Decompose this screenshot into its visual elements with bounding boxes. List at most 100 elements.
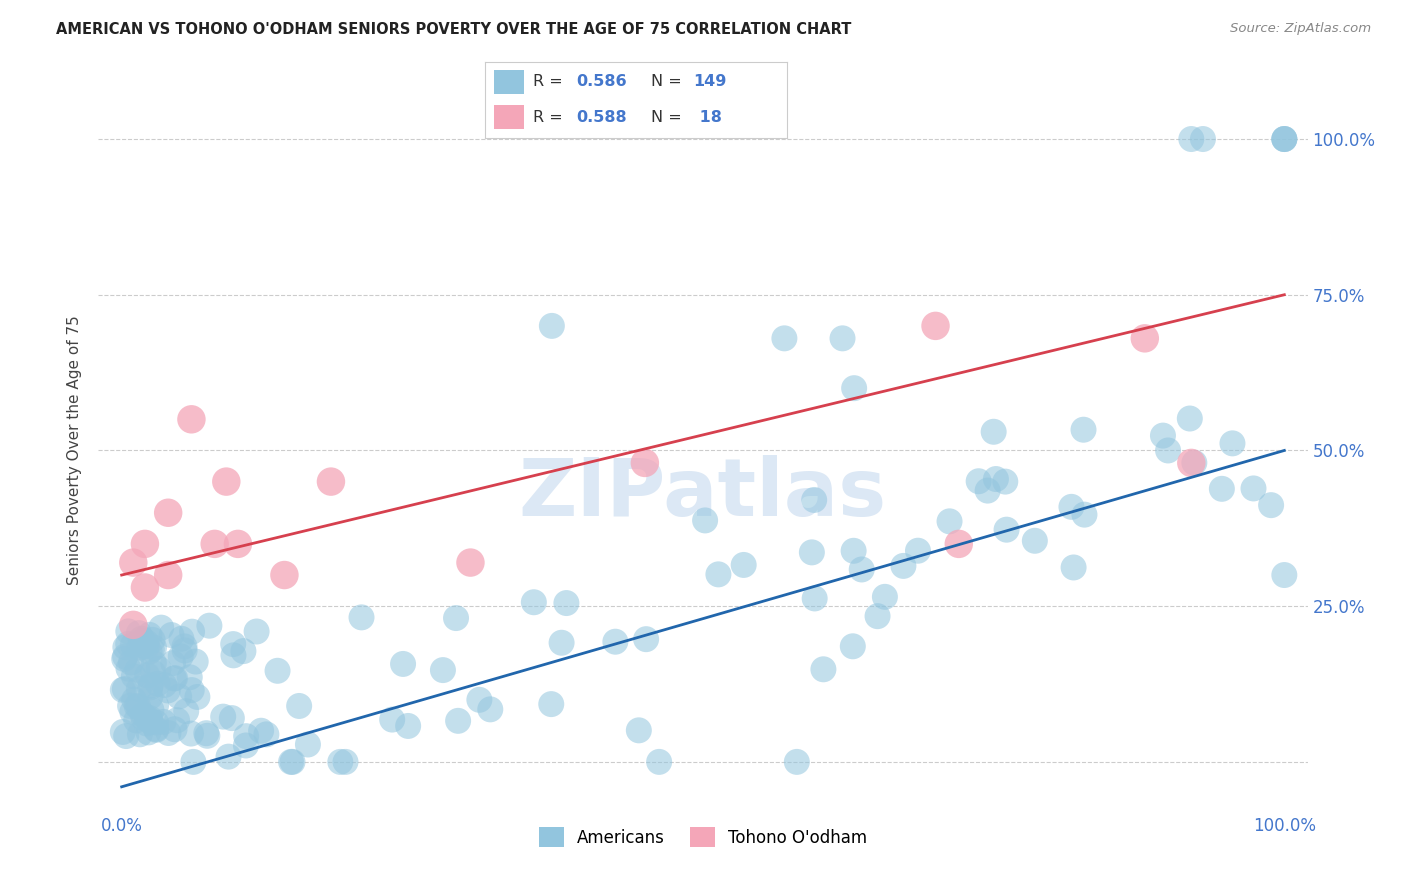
Point bbox=[143, 640, 166, 655]
Point bbox=[132, 639, 155, 653]
Point bbox=[1272, 132, 1295, 146]
Point bbox=[215, 475, 238, 489]
Point bbox=[733, 558, 755, 572]
Point bbox=[226, 537, 249, 551]
Point bbox=[1073, 508, 1095, 522]
Point bbox=[994, 475, 1017, 489]
Point bbox=[170, 632, 193, 646]
Point bbox=[948, 537, 970, 551]
Point bbox=[152, 714, 174, 729]
Point bbox=[995, 523, 1018, 537]
Point bbox=[121, 705, 143, 719]
Point bbox=[121, 638, 143, 652]
Text: N =: N = bbox=[651, 74, 688, 89]
Point bbox=[212, 709, 235, 723]
Point bbox=[186, 690, 208, 704]
Point bbox=[221, 711, 243, 725]
Point bbox=[145, 715, 167, 730]
Point bbox=[157, 726, 180, 740]
Point bbox=[138, 645, 160, 659]
Point bbox=[842, 640, 865, 654]
Point bbox=[136, 712, 159, 726]
Point bbox=[129, 727, 152, 741]
Point bbox=[125, 699, 148, 714]
Point bbox=[803, 591, 825, 606]
Point bbox=[145, 723, 167, 737]
Point bbox=[120, 698, 142, 713]
Point bbox=[122, 669, 145, 683]
Point bbox=[145, 698, 167, 713]
Point bbox=[128, 640, 150, 655]
Point bbox=[350, 610, 373, 624]
Point bbox=[329, 755, 352, 769]
Point bbox=[938, 514, 960, 528]
Point bbox=[250, 723, 273, 738]
Point bbox=[156, 683, 179, 698]
Point bbox=[844, 381, 866, 395]
Point bbox=[131, 632, 153, 646]
Point bbox=[396, 719, 419, 733]
Point bbox=[141, 642, 163, 657]
Text: 149: 149 bbox=[693, 74, 727, 89]
Point bbox=[173, 640, 195, 654]
Point bbox=[142, 632, 165, 647]
Text: 18: 18 bbox=[693, 110, 721, 125]
Point bbox=[693, 513, 716, 527]
Text: Source: ZipAtlas.com: Source: ZipAtlas.com bbox=[1230, 22, 1371, 36]
Point bbox=[550, 636, 572, 650]
Point bbox=[381, 713, 404, 727]
Point bbox=[851, 562, 873, 576]
Point bbox=[195, 729, 218, 743]
Point bbox=[122, 556, 145, 570]
Point bbox=[254, 727, 277, 741]
Point bbox=[117, 662, 139, 676]
Point bbox=[786, 755, 808, 769]
Point bbox=[162, 656, 184, 670]
Point bbox=[232, 644, 254, 658]
Point bbox=[634, 456, 657, 470]
Point bbox=[139, 681, 162, 695]
Point bbox=[173, 643, 195, 657]
Point bbox=[1272, 568, 1295, 582]
Point bbox=[139, 679, 162, 693]
Point bbox=[924, 318, 946, 333]
Point bbox=[115, 729, 138, 743]
Point bbox=[297, 738, 319, 752]
Point bbox=[1024, 533, 1046, 548]
Y-axis label: Seniors Poverty Over the Age of 75: Seniors Poverty Over the Age of 75 bbox=[67, 316, 83, 585]
Point bbox=[1222, 436, 1244, 450]
Point bbox=[132, 707, 155, 722]
Point bbox=[1272, 132, 1295, 146]
Point bbox=[636, 632, 658, 647]
Point bbox=[160, 628, 183, 642]
Point bbox=[166, 713, 188, 727]
Text: AMERICAN VS TOHONO O'ODHAM SENIORS POVERTY OVER THE AGE OF 75 CORRELATION CHART: AMERICAN VS TOHONO O'ODHAM SENIORS POVER… bbox=[56, 22, 852, 37]
Point bbox=[235, 729, 257, 743]
Point bbox=[266, 664, 288, 678]
Point bbox=[218, 749, 240, 764]
Point bbox=[195, 726, 218, 740]
Point bbox=[967, 475, 990, 489]
Point bbox=[127, 663, 149, 677]
Point bbox=[132, 711, 155, 725]
Point bbox=[142, 665, 165, 680]
Point bbox=[138, 711, 160, 725]
Text: N =: N = bbox=[651, 110, 688, 125]
Point bbox=[183, 755, 205, 769]
Point bbox=[179, 670, 201, 684]
Point bbox=[1260, 498, 1282, 512]
Point bbox=[1060, 500, 1083, 514]
Point bbox=[1178, 411, 1201, 425]
Point bbox=[180, 412, 202, 426]
Point bbox=[984, 472, 1007, 486]
Point bbox=[873, 590, 896, 604]
Point bbox=[114, 681, 136, 696]
Point bbox=[184, 655, 207, 669]
Text: 0.586: 0.586 bbox=[576, 74, 627, 89]
Point bbox=[1243, 482, 1265, 496]
Point bbox=[180, 726, 202, 740]
Point bbox=[135, 716, 157, 731]
Point bbox=[122, 618, 145, 632]
Point bbox=[842, 543, 865, 558]
Point bbox=[273, 568, 295, 582]
